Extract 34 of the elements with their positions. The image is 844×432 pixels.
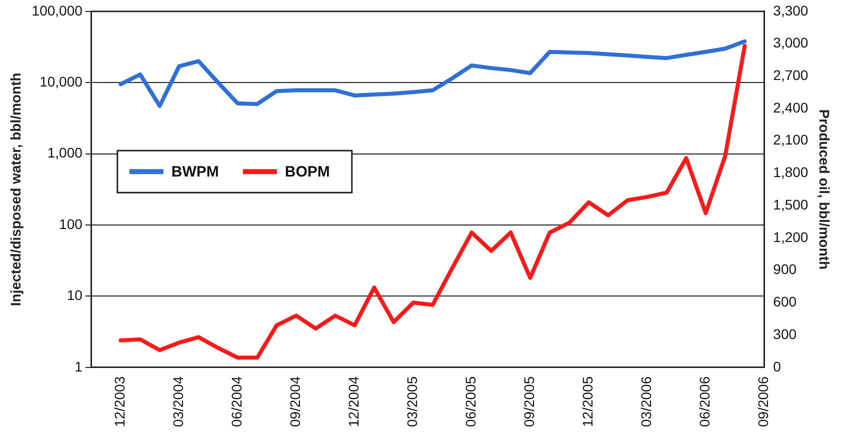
y-tick-label: 1 — [74, 358, 83, 374]
y2-tick-label: 1,500 — [773, 196, 808, 212]
y2-tick-label: 900 — [773, 261, 797, 278]
y2-tick-label: 300 — [773, 326, 797, 342]
y2-tick-label: 1,200 — [773, 228, 808, 245]
x-tick-label: 12/2005 — [580, 376, 596, 428]
y-tick-label: 10,000 — [40, 73, 83, 90]
x-tick-label: 12/2003 — [112, 376, 128, 428]
legend-label: BOPM — [284, 164, 330, 181]
y2-axis-title: Produced oil, bbl/month — [816, 109, 833, 270]
x-tick-label: 06/2004 — [228, 376, 245, 428]
x-tick-label: 06/2006 — [696, 376, 713, 428]
legend-label: BWPM — [171, 164, 219, 181]
x-tick-label: 09/2004 — [287, 376, 304, 428]
x-tick-label: 03/2004 — [170, 376, 186, 428]
y-tick-label: 100 — [59, 216, 83, 232]
x-tick-label: 06/2005 — [462, 376, 479, 428]
y2-tick-label: 2,400 — [773, 99, 808, 116]
y2-tick-label: 3,300 — [773, 2, 808, 18]
y2-tick-label: 0 — [773, 358, 782, 374]
y2-tick-label: 600 — [773, 294, 797, 310]
x-tick-label: 09/2005 — [521, 376, 538, 428]
y-tick-label: 10 — [66, 287, 83, 304]
y2-tick-label: 2,700 — [773, 66, 808, 83]
y2-tick-label: 3,000 — [773, 34, 808, 51]
x-tick-label: 12/2004 — [346, 376, 362, 428]
y2-tick-label: 1,800 — [773, 164, 808, 180]
y2-tick-label: 2,100 — [773, 132, 808, 148]
x-tick-label: 09/2006 — [755, 376, 772, 428]
y-axis-title: Injected/disposed water, bbl/month — [7, 72, 24, 306]
y-tick-label: 1,000 — [47, 144, 83, 161]
x-tick-label: 03/2005 — [404, 376, 420, 428]
x-tick-label: 03/2006 — [638, 376, 654, 428]
y-tick-label: 100,000 — [32, 2, 83, 18]
